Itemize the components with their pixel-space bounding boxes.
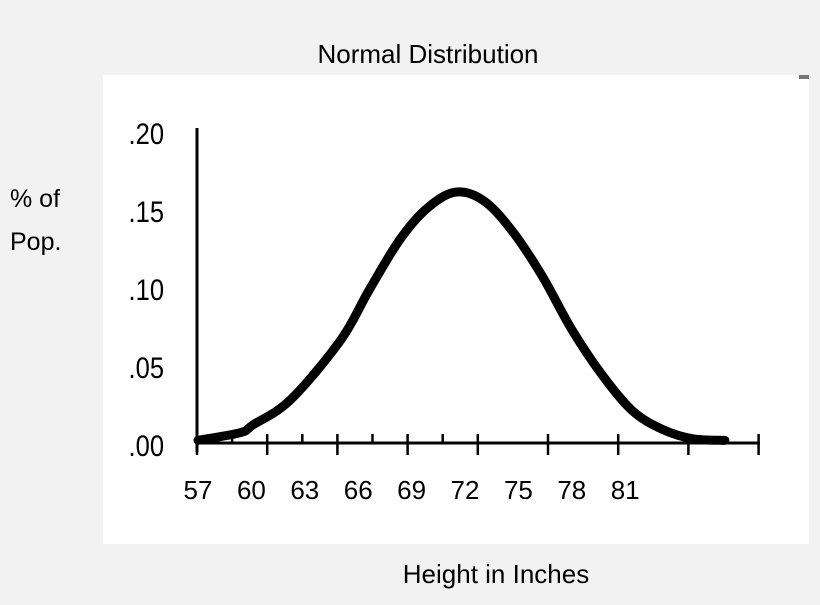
x-tick-label: 81 <box>611 475 640 505</box>
x-tick-label: 63 <box>290 475 319 505</box>
plot-panel <box>103 75 809 544</box>
x-tick-label: 57 <box>184 475 213 505</box>
y-axis-label-line1: % of <box>10 185 60 213</box>
corner-mark <box>799 75 809 79</box>
y-tick-label: .20 <box>129 117 164 150</box>
x-tick-label: 72 <box>451 475 480 505</box>
x-tick-label: 60 <box>237 475 266 505</box>
y-tick-label: .00 <box>129 429 164 462</box>
chart-title: Normal Distribution <box>317 39 538 69</box>
y-axis-label-line2: Pop. <box>10 228 61 256</box>
x-tick-label: 66 <box>344 475 373 505</box>
x-tick-label: 69 <box>397 475 426 505</box>
distribution-curve <box>193 187 730 445</box>
y-tick-label: .05 <box>129 351 164 384</box>
y-tick-label: .10 <box>129 273 164 306</box>
x-tick-label: 78 <box>557 475 586 505</box>
y-tick-label: .15 <box>129 195 164 228</box>
x-axis-label: Height in Inches <box>403 559 589 589</box>
x-tick-label: 75 <box>504 475 533 505</box>
